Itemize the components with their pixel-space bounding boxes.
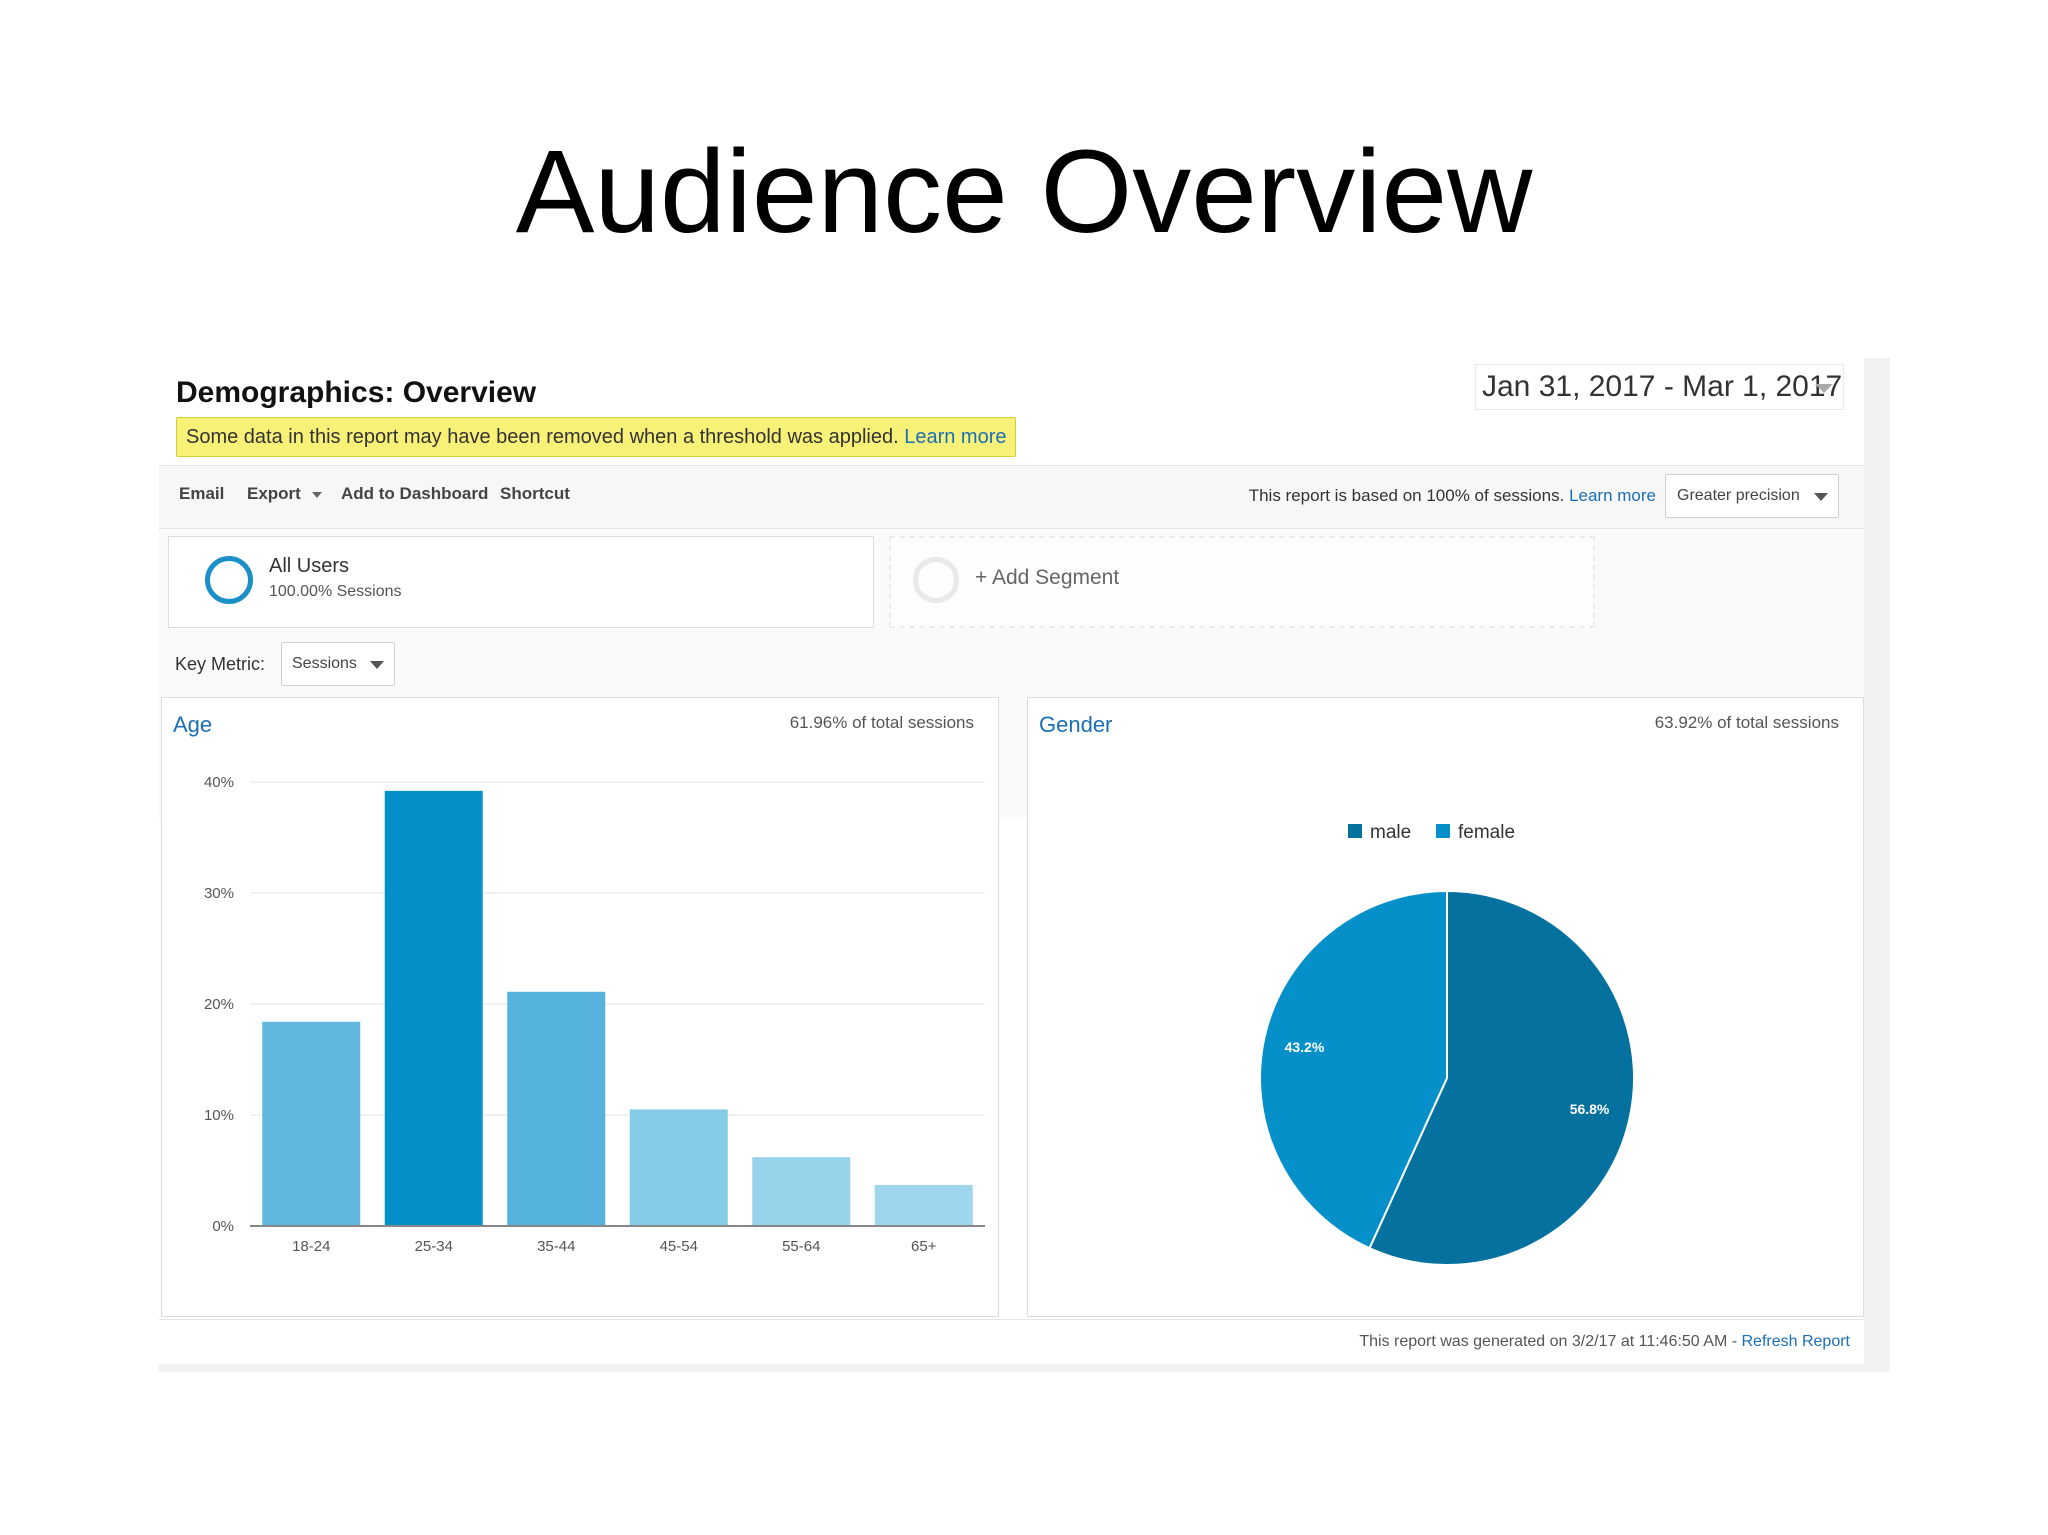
age-panel: Age 61.96% of total sessions 0% 10% 20% 30%… xyxy=(161,697,999,1317)
legend-label-female: female xyxy=(1458,822,1515,843)
pie-slice-male xyxy=(1368,889,1635,1266)
chevron-down-icon xyxy=(1814,493,1828,501)
report-header: Demographics: Overview Some data in this… xyxy=(159,358,1864,465)
date-range-text: Jan 31, 2017 - Mar 1, 2017 xyxy=(1482,370,1843,403)
bar-65+ xyxy=(874,1184,973,1226)
add-segment-label: + Add Segment xyxy=(975,566,1120,589)
x-tick-label: 25-34 xyxy=(415,1238,453,1255)
bar-35-44 xyxy=(507,991,606,1226)
generated-text: This report was generated on 3/2/17 at 1… xyxy=(1359,1333,1738,1350)
age-bar-chart: 0% 10% 20% 30% 40% 18-24 25-34 35-44 45-54 55-64 6… xyxy=(204,774,985,1255)
y-tick-label: 10% xyxy=(204,1107,234,1124)
export-button[interactable]: Export xyxy=(247,484,322,504)
chevron-down-icon xyxy=(1815,384,1833,393)
report-toolbar: Email Export Add to Dashboard Shortcut T… xyxy=(159,465,1864,529)
x-tick-label: 45-54 xyxy=(660,1238,698,1255)
legend-swatch-male xyxy=(1348,824,1362,838)
email-button[interactable]: Email xyxy=(179,484,225,503)
add-segment-ring-icon xyxy=(913,557,959,603)
segment-all-users[interactable]: All Users 100.00% Sessions xyxy=(168,536,874,628)
gender-panel: Gender 63.92% of total sessions male fema… xyxy=(1027,697,1864,1317)
report-footer: This report was generated on 3/2/17 at 1… xyxy=(159,1319,1864,1364)
bar-45-54 xyxy=(629,1109,728,1226)
gender-panel-title[interactable]: Gender xyxy=(1039,712,1113,737)
notice-text: Some data in this report may have been r… xyxy=(186,426,899,448)
chevron-down-icon xyxy=(311,491,322,498)
add-to-dashboard-button[interactable]: Add to Dashboard xyxy=(341,484,489,503)
date-range-picker[interactable]: Jan 31, 2017 - Mar 1, 2017 xyxy=(1475,364,1844,410)
bar-18-24 xyxy=(262,1021,361,1226)
slice-label-female: 43.2% xyxy=(1285,1039,1325,1055)
sampling-note: This report is based on 100% of sessions… xyxy=(1249,486,1656,506)
add-segment-button[interactable]: + Add Segment xyxy=(889,536,1595,628)
x-tick-label: 55-64 xyxy=(782,1238,820,1255)
bar-55-64 xyxy=(752,1157,851,1226)
x-tick-label: 18-24 xyxy=(292,1238,330,1255)
pie-slice-female xyxy=(1259,889,1448,1250)
key-metric-dropdown[interactable]: Sessions xyxy=(281,642,395,686)
x-tick-label: 35-44 xyxy=(537,1238,575,1255)
precision-value: Greater precision xyxy=(1677,487,1800,504)
report-panel: Demographics: Overview Some data in this… xyxy=(159,358,1890,1372)
age-panel-title[interactable]: Age xyxy=(173,712,213,737)
y-tick-label: 0% xyxy=(212,1218,234,1235)
legend-swatch-female xyxy=(1436,824,1450,838)
y-tick-label: 20% xyxy=(204,996,234,1013)
export-label: Export xyxy=(247,484,301,503)
footer-note: This report was generated on 3/2/17 at 1… xyxy=(1359,1333,1850,1351)
age-total-sessions: 61.96% of total sessions xyxy=(789,713,974,732)
sampling-learn-more-link[interactable]: Learn more xyxy=(1569,486,1656,505)
segment-name: All Users xyxy=(269,555,350,577)
key-metric-value: Sessions xyxy=(292,655,357,672)
shortcut-button[interactable]: Shortcut xyxy=(500,484,570,503)
chevron-down-icon xyxy=(370,661,384,669)
gender-total-sessions: 63.92% of total sessions xyxy=(1654,713,1839,732)
precision-dropdown[interactable]: Greater precision xyxy=(1665,474,1839,518)
segment-ring-icon xyxy=(205,556,253,604)
refresh-report-link[interactable]: Refresh Report xyxy=(1741,1333,1851,1350)
slice-label-male: 56.8% xyxy=(1570,1101,1610,1117)
gender-pie-chart: male female 56.8% 43.2% xyxy=(1259,822,1635,1266)
sampling-text: This report is based on 100% of sessions… xyxy=(1248,486,1565,505)
report-title: Demographics: Overview xyxy=(176,376,537,409)
legend-label-male: male xyxy=(1370,822,1411,843)
y-tick-label: 30% xyxy=(204,885,234,902)
bar-25-34 xyxy=(384,790,483,1226)
threshold-notice: Some data in this report may have been r… xyxy=(176,417,1017,457)
slide-title: Audience Overview xyxy=(515,126,1533,258)
key-metric-label: Key Metric: xyxy=(175,654,266,674)
segment-sessions: 100.00% Sessions xyxy=(269,583,402,600)
y-tick-label: 40% xyxy=(204,774,234,791)
x-tick-label: 65+ xyxy=(911,1238,937,1255)
notice-learn-more-link[interactable]: Learn more xyxy=(904,426,1007,448)
